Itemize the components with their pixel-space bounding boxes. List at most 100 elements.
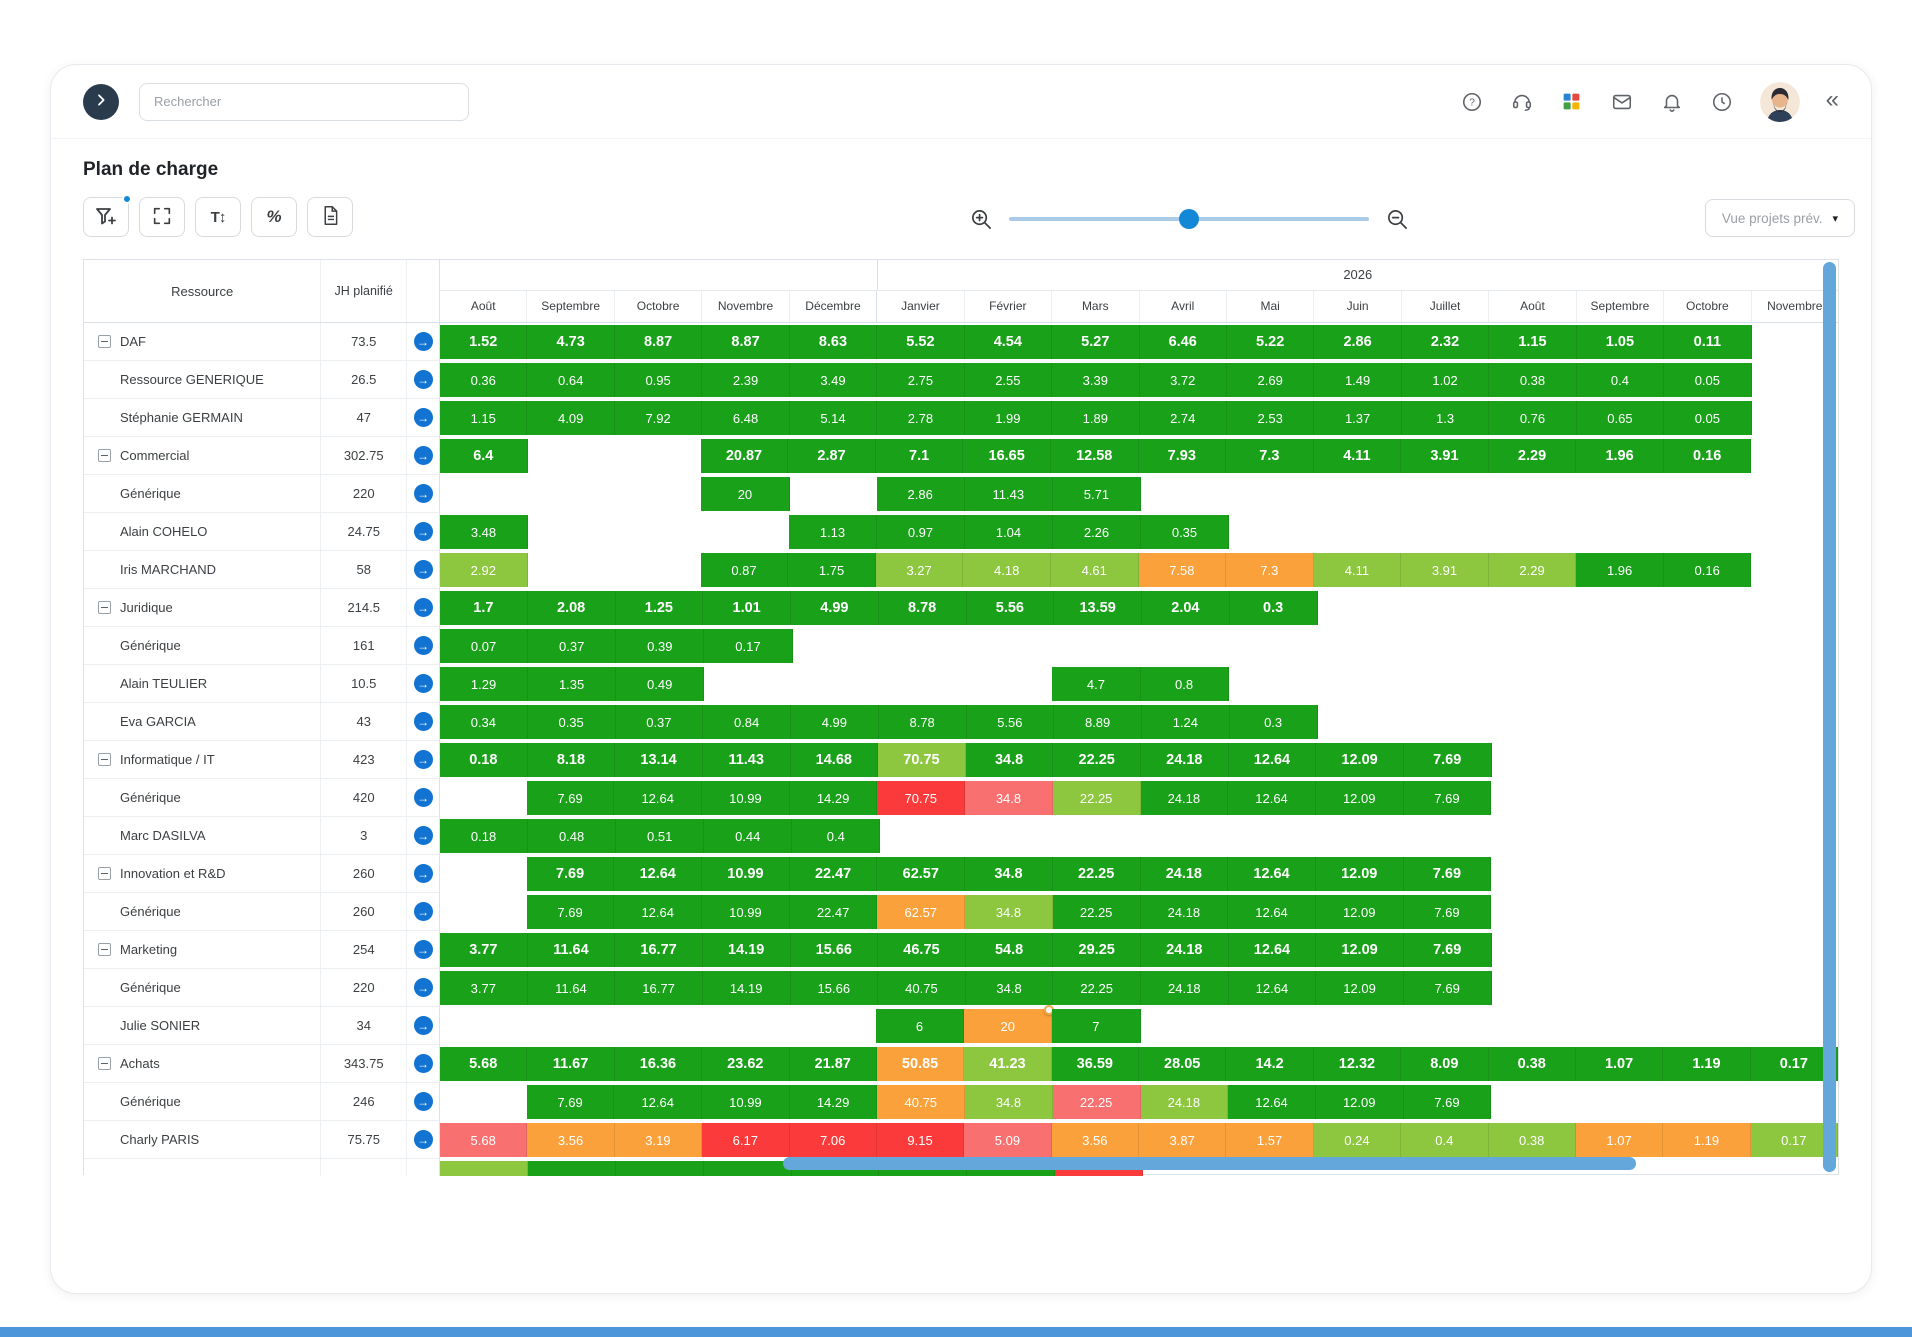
open-resource-arrow-icon[interactable] — [413, 408, 433, 427]
load-cell[interactable]: 2.78 — [877, 401, 965, 435]
load-cell[interactable]: 24.18 — [1140, 857, 1229, 891]
help-icon[interactable]: ? — [1460, 90, 1484, 114]
load-cell[interactable]: 22.25 — [1052, 1085, 1141, 1119]
load-cell[interactable]: 3.91 — [1401, 439, 1489, 473]
load-cell[interactable]: 0.38 — [1488, 1047, 1576, 1081]
load-cell[interactable]: 6.17 — [702, 1123, 790, 1157]
load-cell[interactable]: 1.3 — [1401, 401, 1490, 435]
load-cell[interactable]: 1.7 — [440, 591, 528, 625]
load-cell[interactable]: 7.06 — [789, 1123, 877, 1157]
open-resource-arrow-icon[interactable] — [413, 370, 433, 389]
open-resource-arrow-icon[interactable] — [413, 826, 433, 845]
load-cell[interactable]: 54.8 — [965, 933, 1054, 967]
collapse-group-toggle[interactable] — [98, 753, 111, 766]
load-cell[interactable]: 12.64 — [614, 857, 703, 891]
load-cell[interactable]: 0.65 — [1576, 401, 1665, 435]
load-cell[interactable]: 0.11 — [1664, 325, 1752, 359]
load-cell[interactable]: 22.47 — [789, 857, 878, 891]
load-cell[interactable]: 24.18 — [1140, 781, 1229, 815]
load-cell[interactable]: 14.19 — [702, 971, 791, 1005]
open-resource-arrow-icon[interactable] — [413, 560, 433, 579]
zoom-slider-thumb[interactable] — [1179, 209, 1199, 229]
load-cell[interactable]: 0.07 — [440, 629, 529, 663]
load-cell[interactable]: 4.61 — [1050, 553, 1139, 587]
open-resource-arrow-icon[interactable] — [413, 484, 433, 503]
load-cell[interactable]: 0.34 — [440, 705, 528, 739]
load-cell[interactable]: 3.77 — [440, 971, 528, 1005]
load-cell[interactable]: 1.99 — [964, 401, 1053, 435]
load-cell[interactable]: 4.73 — [527, 325, 615, 359]
load-cell[interactable]: 0.64 — [527, 363, 615, 397]
apps-grid-icon[interactable] — [1560, 90, 1584, 114]
load-cell[interactable]: 23.62 — [702, 1047, 790, 1081]
load-cell[interactable]: 12.64 — [614, 895, 703, 929]
open-resource-arrow-icon[interactable] — [413, 446, 433, 465]
load-cell[interactable]: 0.51 — [616, 819, 705, 853]
load-cell[interactable]: 1.01 — [703, 591, 791, 625]
horizontal-scrollbar[interactable] — [783, 1157, 1636, 1170]
load-cell[interactable]: 12.09 — [1316, 971, 1404, 1005]
load-cell[interactable]: 10.99 — [702, 857, 790, 891]
load-cell[interactable]: 7.1 — [875, 439, 964, 473]
load-cell[interactable]: 1.15 — [1489, 325, 1577, 359]
load-cell[interactable]: 34.8 — [965, 895, 1053, 929]
load-cell[interactable]: 0.24 — [1313, 1123, 1402, 1157]
load-cell[interactable]: 2.86 — [876, 477, 965, 511]
load-cell[interactable]: 1.04 — [965, 515, 1053, 549]
fit-view-button[interactable] — [139, 197, 185, 237]
load-cell[interactable]: 24.18 — [1141, 933, 1229, 967]
search-box[interactable] — [139, 82, 469, 121]
load-cell[interactable] — [440, 1161, 528, 1176]
load-cell[interactable]: 24.18 — [1141, 971, 1229, 1005]
load-cell[interactable]: 14.19 — [702, 933, 791, 967]
load-cell[interactable]: 12.09 — [1315, 895, 1404, 929]
load-cell[interactable]: 1.25 — [615, 591, 704, 625]
load-cell[interactable]: 12.64 — [1228, 743, 1317, 777]
load-cell[interactable]: 0.18 — [440, 819, 529, 853]
load-cell[interactable]: 1.89 — [1052, 401, 1140, 435]
load-cell[interactable]: 4.09 — [527, 401, 615, 435]
load-cell[interactable]: 34.8 — [965, 971, 1054, 1005]
load-cell[interactable]: 11.67 — [527, 1047, 615, 1081]
load-cell[interactable]: 0.05 — [1664, 401, 1752, 435]
load-cell[interactable]: 14.68 — [790, 743, 879, 777]
load-cell[interactable]: 2.86 — [1314, 325, 1402, 359]
load-cell[interactable]: 0.97 — [877, 515, 965, 549]
load-cell[interactable]: 0.35 — [1141, 515, 1229, 549]
load-cell[interactable]: 1.19 — [1663, 1123, 1751, 1157]
load-cell[interactable]: 3.56 — [1051, 1123, 1139, 1157]
zoom-slider-track[interactable] — [1009, 209, 1369, 229]
open-resource-arrow-icon[interactable] — [413, 1054, 433, 1073]
load-cell[interactable]: 22.25 — [1053, 743, 1141, 777]
view-mode-dropdown[interactable]: Vue projets prév. ▾ — [1704, 199, 1855, 237]
load-cell[interactable]: 7 — [1052, 1009, 1141, 1043]
load-cell[interactable]: 12.09 — [1315, 781, 1404, 815]
collapse-group-toggle[interactable] — [98, 449, 111, 462]
load-cell[interactable]: 5.22 — [1226, 325, 1315, 359]
load-cell[interactable] — [703, 1161, 792, 1176]
collapse-group-toggle[interactable] — [98, 867, 111, 880]
load-cell[interactable]: 2.29 — [1488, 553, 1577, 587]
load-cell[interactable]: 50.85 — [876, 1047, 965, 1081]
load-cell[interactable]: 1.75 — [788, 553, 876, 587]
load-cell[interactable]: 24.18 — [1140, 895, 1229, 929]
load-cell[interactable]: 15.66 — [790, 971, 879, 1005]
zoom-slider[interactable] — [969, 207, 1409, 231]
load-cell[interactable]: 5.09 — [964, 1123, 1052, 1157]
load-cell[interactable]: 12.09 — [1315, 1085, 1404, 1119]
load-cell[interactable]: 5.14 — [789, 401, 878, 435]
load-cell[interactable]: 22.25 — [1053, 971, 1141, 1005]
load-cell[interactable]: 4.11 — [1313, 553, 1402, 587]
load-cell[interactable]: 0.16 — [1663, 439, 1752, 473]
load-cell[interactable]: 1.35 — [528, 667, 617, 701]
load-cell[interactable]: 4.18 — [963, 553, 1051, 587]
load-cell[interactable]: 3.91 — [1401, 553, 1489, 587]
load-cell[interactable]: 0.44 — [704, 819, 793, 853]
load-cell[interactable]: 0.3 — [1229, 591, 1318, 625]
load-cell[interactable]: 11.64 — [527, 971, 616, 1005]
load-cell[interactable]: 10.99 — [702, 895, 790, 929]
load-cell[interactable]: 7.69 — [526, 895, 615, 929]
load-cell[interactable]: 21.87 — [789, 1047, 877, 1081]
load-cell[interactable]: 8.78 — [878, 705, 967, 739]
load-cell[interactable]: 13.14 — [615, 743, 703, 777]
